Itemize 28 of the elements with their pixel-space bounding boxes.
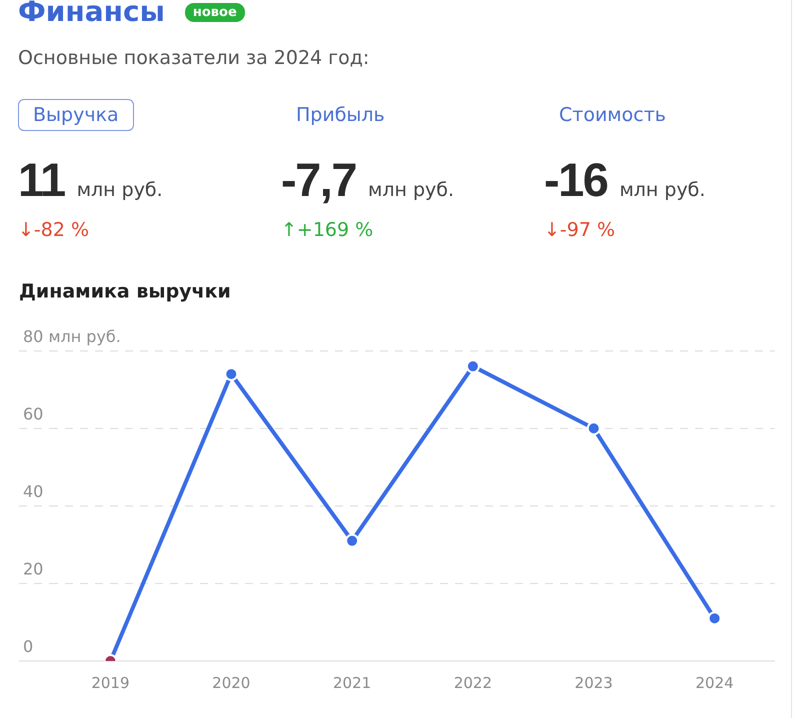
category-label: Стоимость	[559, 104, 666, 126]
category-label: Прибыль	[296, 104, 385, 126]
category-label: Выручка	[33, 104, 119, 126]
text: млн руб.	[368, 179, 454, 201]
text: новое	[184, 2, 245, 22]
data-label: ↓-97 %	[544, 218, 616, 242]
x-tick-label: 2019	[91, 674, 130, 692]
x-tick-label: 2024	[695, 674, 734, 692]
y-tick-label: 20	[23, 560, 44, 579]
x-tick-label: 2023	[574, 674, 613, 692]
x-tick-label: 2021	[332, 674, 372, 692]
data-label: ↑+169 %	[281, 218, 374, 242]
data-label: ↓-82 %	[18, 218, 90, 242]
x-tick-label: 2022	[454, 674, 492, 692]
y-tick-label: 80 млн руб.	[23, 326, 121, 346]
data-label: 11	[18, 153, 65, 206]
x-tick-label: 2020	[212, 674, 250, 692]
chart-title: Динамика выручки	[19, 280, 231, 302]
y-tick-label: 40	[23, 482, 44, 502]
y-tick-label: 60	[23, 404, 44, 424]
data-label: -16	[544, 153, 608, 206]
text: млн руб.	[76, 179, 163, 201]
data-label: -7,7	[281, 153, 356, 206]
text: Основные показатели за 2024 год:	[18, 46, 370, 70]
text: Финансы	[18, 0, 165, 29]
text: млн руб.	[619, 179, 706, 201]
tab: Выручка	[18, 99, 134, 131]
y-tick-label: 0	[23, 637, 34, 656]
